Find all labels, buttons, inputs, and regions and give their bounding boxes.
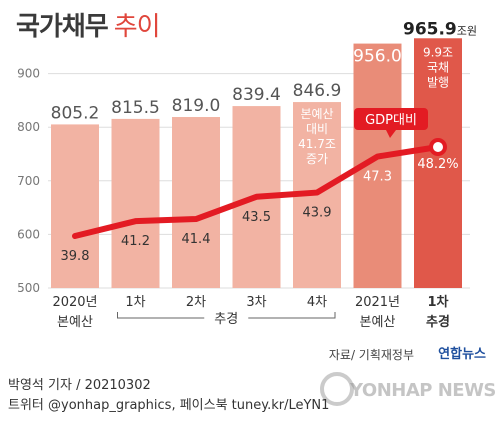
line-value-label: 43.5 xyxy=(242,210,271,225)
x-tick-label: 추경 xyxy=(426,314,450,330)
brand-logo: 연합뉴스 xyxy=(438,347,486,362)
watermark-logo-icon xyxy=(320,372,354,406)
watermark: YONHAP NEWS xyxy=(310,372,496,408)
line-value-label: 48.2% xyxy=(417,157,458,172)
y-tick-label: 900 xyxy=(17,67,40,81)
bar-annotation: 9.9조 xyxy=(423,45,453,59)
line-legend-callout xyxy=(354,108,428,130)
bar-value-label: 805.2 xyxy=(51,103,100,123)
bar-value-label: 839.4 xyxy=(232,85,281,105)
x-tick-label: 2021년 xyxy=(355,295,400,310)
line-value-label: 47.3 xyxy=(363,170,392,185)
group-label-bg xyxy=(204,309,249,327)
bar-annotation: 41.7조 xyxy=(298,137,336,151)
source-note: 자료/ 기획재정부 xyxy=(328,348,414,362)
line-end-marker xyxy=(429,138,447,156)
x-tick-label: 3차 xyxy=(246,295,266,310)
x-tick-label: 4차 xyxy=(307,295,327,310)
y-tick-label: 800 xyxy=(17,120,40,134)
x-tick-label: 1차 xyxy=(427,294,448,310)
x-tick-label: 2020년 xyxy=(52,295,97,310)
bar-value-label: 819.0 xyxy=(172,96,221,116)
bar xyxy=(51,124,99,288)
x-tick-label: 1차 xyxy=(125,295,145,310)
bar-value-label: 956.0 xyxy=(353,47,402,67)
bar-annotation: 본예산 xyxy=(300,107,333,121)
line-value-label: 41.2 xyxy=(121,234,150,249)
bar-value-label: 815.5 xyxy=(111,98,160,118)
title-sub: 추이 xyxy=(113,12,161,42)
callout-pointer xyxy=(386,130,396,138)
gdp-ratio-line xyxy=(72,144,441,239)
bar-annotation: 발행 xyxy=(427,74,449,89)
line-value-label: 43.9 xyxy=(303,206,332,221)
bar-annotation: 대비 xyxy=(306,122,328,136)
y-tick-label: 700 xyxy=(17,174,40,188)
byline: 박영석 기자 / 20210302 xyxy=(8,378,151,393)
line-value-label: 41.4 xyxy=(182,232,211,247)
bar-annotation: 증가 xyxy=(306,152,328,166)
x-tick-label: 본예산 xyxy=(57,315,93,330)
y-tick-label: 600 xyxy=(17,227,40,241)
social-links: 트위터 @yonhap_graphics, 페이스북 tuney.kr/LeYN… xyxy=(8,398,330,413)
bar-annotation: 국채 xyxy=(427,60,449,74)
bar-value-label: 965.9조원 xyxy=(403,19,477,39)
line-series-name: GDP대비 xyxy=(365,113,417,128)
bar xyxy=(414,38,462,288)
x-tick-label: 2차 xyxy=(186,295,206,310)
bar-value-label: 846.9 xyxy=(293,81,342,101)
bar xyxy=(172,117,220,289)
bar xyxy=(111,118,160,288)
title-main: 국가채무 xyxy=(16,12,109,42)
y-tick-label: 500 xyxy=(17,281,40,295)
chart-title: 국가채무 추이 xyxy=(16,6,161,43)
line-value-label: 39.8 xyxy=(61,249,90,264)
x-tick-label: 본예산 xyxy=(360,315,396,330)
watermark-text: YONHAP NEWS xyxy=(350,380,496,401)
group-label: 추경 xyxy=(214,312,238,327)
